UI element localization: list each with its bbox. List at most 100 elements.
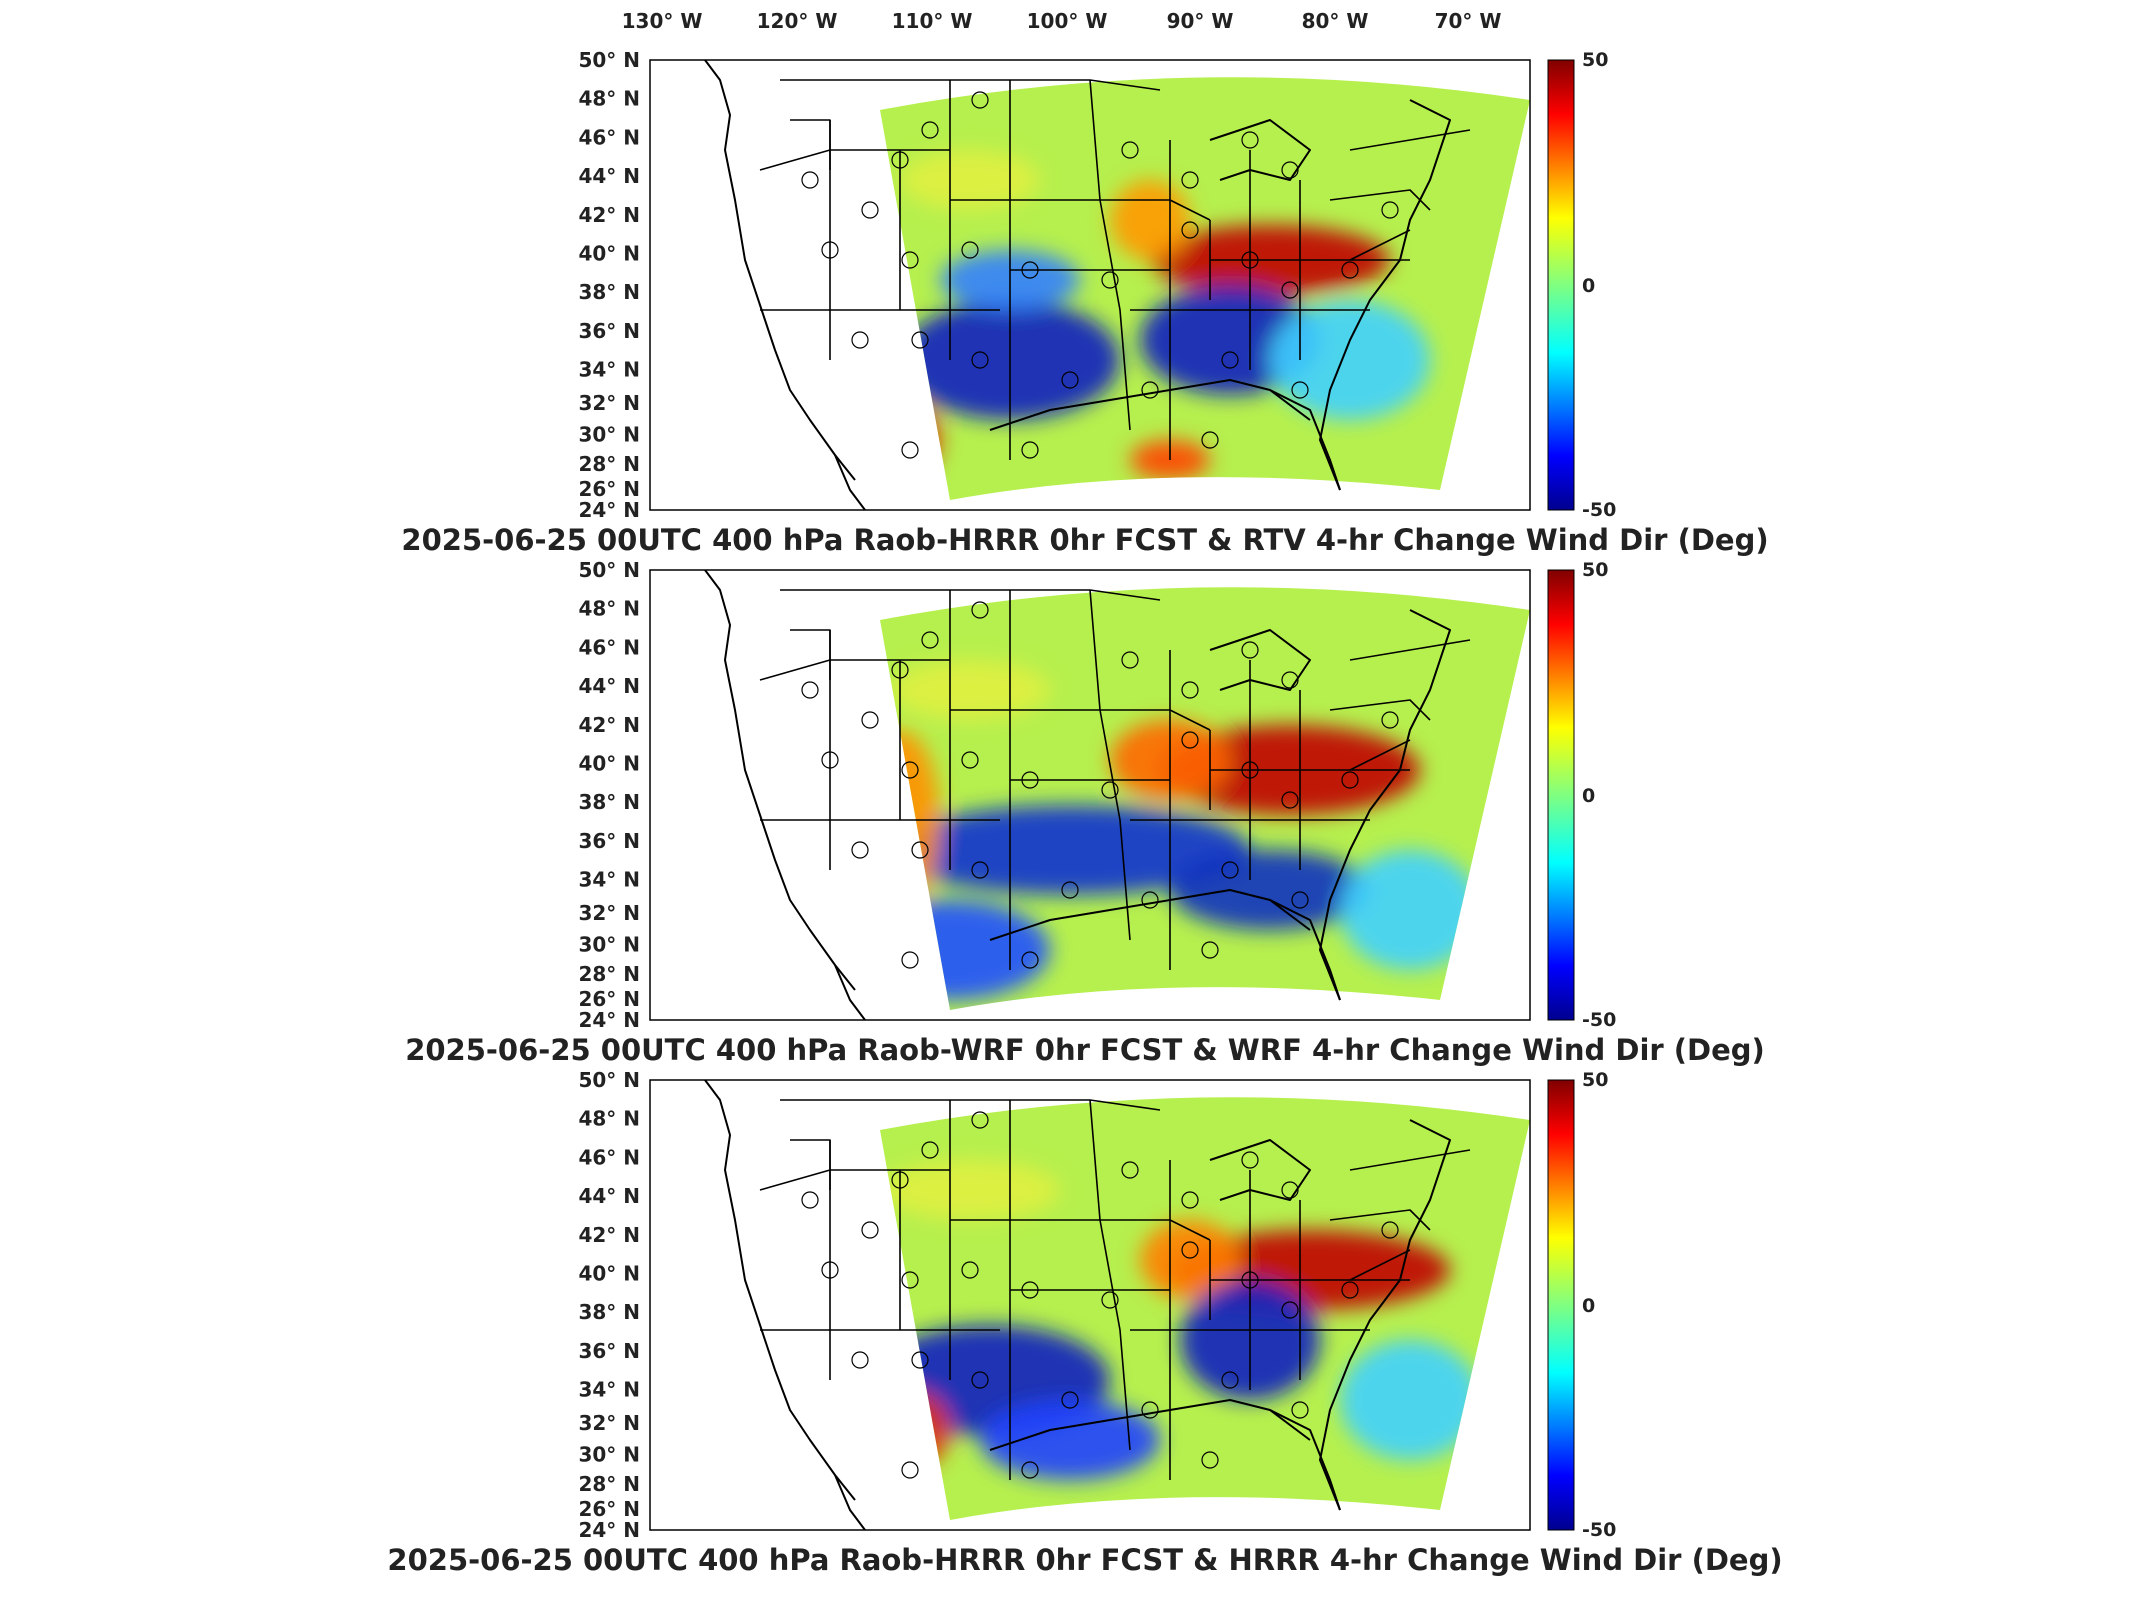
raob-station-marker bbox=[1221, 861, 1239, 879]
lat-tick-label: 32° N bbox=[578, 391, 640, 415]
raob-station-marker bbox=[1101, 271, 1119, 289]
state-border bbox=[780, 1099, 1161, 1111]
raob-station-marker bbox=[921, 1141, 939, 1159]
coastline bbox=[1319, 609, 1451, 1001]
colorbar-tick-label: 0 bbox=[1582, 1295, 1595, 1317]
lat-tick-label: 40° N bbox=[578, 1262, 640, 1286]
colorbar-tick-label: 50 bbox=[1582, 49, 1608, 71]
coastline bbox=[834, 964, 866, 1020]
panel-title: 2025-06-25 00UTC 400 hPa Raob-WRF 0hr FC… bbox=[405, 1033, 1765, 1067]
raob-station-marker bbox=[1241, 131, 1259, 149]
raob-station-marker bbox=[1281, 1301, 1299, 1319]
state-border bbox=[1329, 1209, 1431, 1231]
lat-tick-label: 48° N bbox=[578, 87, 640, 111]
lat-tick-label: 34° N bbox=[578, 868, 640, 892]
raob-station-marker bbox=[1181, 681, 1199, 699]
coastline bbox=[1319, 1119, 1451, 1511]
raob-station-marker bbox=[901, 441, 919, 459]
colorbar-tick-label: -50 bbox=[1582, 1009, 1616, 1031]
field-anomaly bbox=[900, 150, 1040, 210]
lat-tick-label: 42° N bbox=[578, 203, 640, 227]
raob-station-marker bbox=[1021, 1461, 1039, 1479]
field-anomaly bbox=[890, 660, 1050, 720]
lat-tick-label: 38° N bbox=[578, 790, 640, 814]
map-frame bbox=[649, 569, 1531, 1021]
raob-station-marker bbox=[1181, 731, 1199, 749]
raob-station-marker bbox=[1341, 1281, 1359, 1299]
state-border bbox=[1329, 699, 1431, 721]
raob-station-marker bbox=[1181, 1241, 1199, 1259]
raob-station-marker bbox=[921, 631, 939, 649]
coastline bbox=[834, 454, 866, 510]
raob-station-marker bbox=[1021, 951, 1039, 969]
raob-station-marker bbox=[1061, 1391, 1079, 1409]
raob-station-marker bbox=[901, 251, 919, 269]
lat-tick-label: 42° N bbox=[578, 1223, 640, 1247]
raob-station-marker bbox=[1061, 371, 1079, 389]
raob-station-marker bbox=[921, 121, 939, 139]
lat-tick-label: 46° N bbox=[578, 1145, 640, 1169]
state-border bbox=[1349, 639, 1471, 661]
raob-station-marker bbox=[1101, 781, 1119, 799]
raob-station-marker bbox=[971, 861, 989, 879]
raob-station-marker bbox=[891, 661, 909, 679]
raob-station-marker bbox=[1121, 141, 1139, 159]
raob-station-marker bbox=[1381, 1221, 1399, 1239]
raob-station-marker bbox=[821, 751, 839, 769]
great-lakes-outline bbox=[1209, 629, 1311, 691]
raob-station-marker bbox=[1201, 941, 1219, 959]
lon-tick-label: 90° W bbox=[1167, 9, 1234, 33]
lon-tick-label: 120° W bbox=[757, 9, 838, 33]
colorbar-tick-label: 0 bbox=[1582, 275, 1595, 297]
raob-station-marker bbox=[1381, 201, 1399, 219]
raob-station-marker bbox=[1281, 791, 1299, 809]
coastline bbox=[834, 1474, 866, 1530]
lat-tick-label: 24° N bbox=[578, 1518, 640, 1542]
raob-station-marker bbox=[1341, 261, 1359, 279]
raob-station-marker bbox=[961, 241, 979, 259]
field-anomaly bbox=[1170, 850, 1370, 930]
raob-station-marker bbox=[911, 841, 929, 859]
lat-tick-label: 26° N bbox=[578, 1497, 640, 1521]
lat-tick-label: 44° N bbox=[578, 674, 640, 698]
raob-station-marker bbox=[971, 1371, 989, 1389]
lat-tick-label: 42° N bbox=[578, 713, 640, 737]
raob-station-marker bbox=[821, 1261, 839, 1279]
raob-station-marker bbox=[861, 711, 879, 729]
raob-station-marker bbox=[861, 1221, 879, 1239]
lat-tick-label: 28° N bbox=[578, 1472, 640, 1496]
colorbar-tick-label: -50 bbox=[1582, 1519, 1616, 1541]
lat-tick-label: 44° N bbox=[578, 1184, 640, 1208]
state-border bbox=[1349, 1249, 1411, 1281]
raob-station-marker bbox=[1291, 381, 1309, 399]
lon-tick-label: 70° W bbox=[1435, 9, 1502, 33]
state-border bbox=[780, 79, 1161, 91]
raob-station-marker bbox=[1021, 771, 1039, 789]
raob-station-marker bbox=[911, 331, 929, 349]
raob-station-marker bbox=[1181, 171, 1199, 189]
raob-station-marker bbox=[1181, 1191, 1199, 1209]
raob-station-marker bbox=[851, 331, 869, 349]
state-border bbox=[1089, 589, 1131, 941]
lat-tick-label: 50° N bbox=[578, 558, 640, 582]
coastline bbox=[704, 1080, 856, 1501]
lat-tick-label: 38° N bbox=[578, 1300, 640, 1324]
raob-station-marker bbox=[1121, 1161, 1139, 1179]
raob-station-marker bbox=[1021, 261, 1039, 279]
panel-title: 2025-06-25 00UTC 400 hPa Raob-HRRR 0hr F… bbox=[387, 1543, 1782, 1577]
raob-station-marker bbox=[971, 1111, 989, 1129]
coastline bbox=[1269, 1409, 1341, 1511]
raob-station-marker bbox=[1281, 1181, 1299, 1199]
raob-station-marker bbox=[821, 241, 839, 259]
map-panel: 50° N 48° N 46° N 44° N 42° N 40° N 38° N 36° N… bbox=[405, 558, 1765, 1067]
raob-station-marker bbox=[1381, 711, 1399, 729]
raob-station-marker bbox=[861, 201, 879, 219]
great-lakes-outline bbox=[1209, 1139, 1311, 1201]
raob-station-marker bbox=[1101, 1291, 1119, 1309]
raob-station-marker bbox=[1181, 221, 1199, 239]
lon-tick-label: 130° W bbox=[622, 9, 703, 33]
lat-tick-label: 48° N bbox=[578, 1107, 640, 1131]
state-border bbox=[1349, 1149, 1471, 1171]
raob-station-marker bbox=[891, 1171, 909, 1189]
raob-station-marker bbox=[1021, 1281, 1039, 1299]
